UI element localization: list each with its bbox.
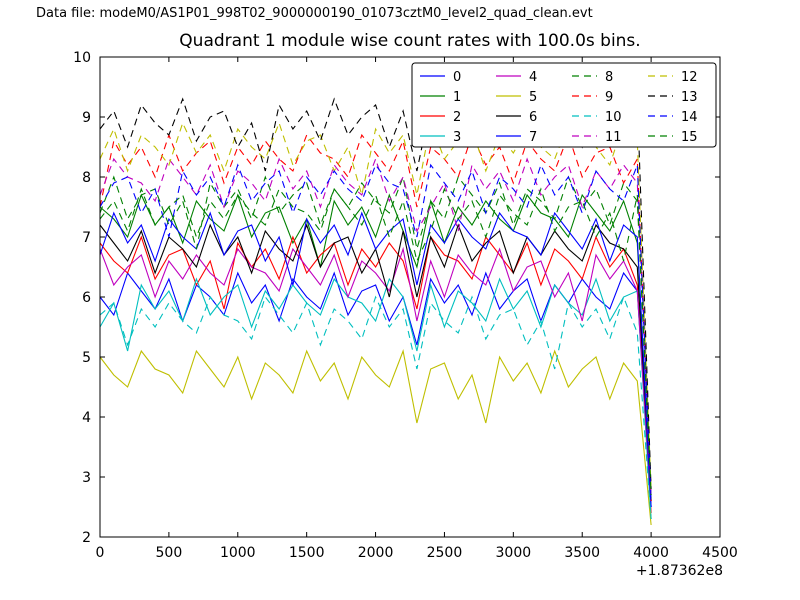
series-line-13 bbox=[99, 97, 652, 490]
legend-label-11: 11 bbox=[605, 130, 622, 145]
legend-label-1: 1 bbox=[453, 90, 461, 105]
y-tick-label: 7 bbox=[82, 230, 91, 246]
y-tick-label: 9 bbox=[82, 110, 91, 126]
x-tick-label: 4000 bbox=[633, 545, 669, 561]
legend-label-4: 4 bbox=[529, 70, 537, 85]
legend-label-13: 13 bbox=[681, 90, 698, 105]
x-tick-label: 3500 bbox=[564, 545, 600, 561]
x-tick-label: 2500 bbox=[427, 545, 463, 561]
x-tick-label: 0 bbox=[96, 545, 105, 561]
series-line-10 bbox=[99, 295, 652, 520]
x-tick-label: 3000 bbox=[496, 545, 532, 561]
legend-label-7: 7 bbox=[529, 130, 537, 145]
y-tick-label: 2 bbox=[82, 530, 91, 546]
series-line-1 bbox=[99, 193, 652, 502]
series-line-3 bbox=[99, 277, 652, 520]
legend-label-15: 15 bbox=[681, 130, 698, 145]
legend-label-0: 0 bbox=[453, 70, 461, 85]
series-line-11 bbox=[99, 157, 652, 496]
legend-label-10: 10 bbox=[605, 110, 622, 125]
series-line-15 bbox=[99, 187, 652, 496]
series-line-8 bbox=[99, 175, 652, 496]
series-line-0 bbox=[99, 271, 652, 508]
data-file-header: Data file: modeM0/AS1P01_998T02_90000001… bbox=[36, 6, 593, 21]
y-tick-label: 6 bbox=[82, 290, 91, 306]
y-tick-label: 8 bbox=[82, 170, 91, 186]
x-tick-label: 500 bbox=[156, 545, 183, 561]
y-tick-label: 3 bbox=[82, 470, 91, 486]
y-tick-label: 4 bbox=[82, 410, 91, 426]
series-line-4 bbox=[99, 246, 652, 508]
legend-label-8: 8 bbox=[605, 70, 613, 85]
x-tick-label: 2000 bbox=[358, 545, 394, 561]
legend-label-9: 9 bbox=[605, 90, 613, 105]
legend-label-6: 6 bbox=[529, 110, 537, 125]
legend-label-5: 5 bbox=[529, 90, 537, 105]
x-tick-label: 4500 bbox=[702, 545, 738, 561]
legend-label-2: 2 bbox=[453, 110, 461, 125]
series-line-9 bbox=[99, 133, 652, 502]
y-tick-label: 5 bbox=[82, 350, 91, 366]
x-tick-label: 1000 bbox=[220, 545, 256, 561]
series-line-7 bbox=[99, 211, 652, 508]
series-line-2 bbox=[99, 235, 652, 514]
x-axis-offset-label: +1.87362e8 bbox=[635, 563, 723, 579]
legend-label-14: 14 bbox=[681, 110, 698, 125]
legend-label-3: 3 bbox=[453, 130, 461, 145]
series-line-14 bbox=[99, 163, 652, 502]
x-tick-label: 1500 bbox=[289, 545, 325, 561]
legend-label-12: 12 bbox=[681, 70, 698, 85]
legend-box bbox=[411, 62, 717, 148]
chart-title: Quadrant 1 module wise count rates with … bbox=[179, 31, 641, 51]
y-tick-label: 10 bbox=[73, 50, 91, 66]
series-line-5 bbox=[99, 349, 652, 526]
